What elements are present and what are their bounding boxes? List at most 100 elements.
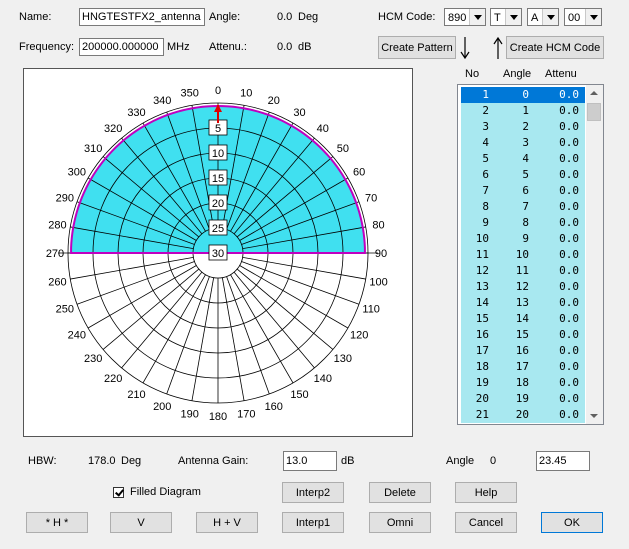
grid-spoke [233, 271, 315, 369]
list-scrollbar[interactable] [586, 85, 603, 424]
interp2-button[interactable]: Interp2 [282, 482, 344, 503]
filled-diagram-checkbox[interactable] [113, 487, 124, 498]
list-item[interactable]: 3 2 0.0 [461, 119, 585, 135]
attenuation-unit: dB [298, 41, 312, 53]
list-item-angle: 15 [515, 328, 529, 341]
list-item-no: 7 [482, 184, 489, 197]
list-item-angle: 20 [515, 408, 529, 421]
list-item-angle: 18 [515, 376, 529, 389]
list-item[interactable]: 17 16 0.0 [461, 343, 585, 359]
list-item[interactable]: 8 7 0.0 [461, 199, 585, 215]
angle-tick-label: 150 [290, 389, 308, 401]
ring-label-box [208, 244, 228, 261]
list-item[interactable]: 11 10 0.0 [461, 247, 585, 263]
list-item[interactable]: 14 13 0.0 [461, 295, 585, 311]
hcm-code-combo-3[interactable]: A [527, 8, 559, 26]
grid-spoke [226, 111, 270, 230]
create-pattern-button[interactable]: Create Pattern [378, 36, 456, 59]
list-item[interactable]: 4 3 0.0 [461, 135, 585, 151]
angle-tick-label: 0 [215, 85, 221, 97]
list-item[interactable]: 1 0 0.0 [461, 87, 585, 103]
list-item-angle: 10 [515, 248, 529, 261]
angle-tick-label: 340 [153, 95, 171, 107]
chevron-down-icon[interactable] [585, 9, 601, 25]
scroll-down-icon[interactable] [590, 414, 598, 418]
list-item-attenu: 0.0 [559, 248, 579, 261]
list-item[interactable]: 6 5 0.0 [461, 167, 585, 183]
list-header-attenu: Attenu [545, 68, 577, 80]
list-item[interactable]: 16 15 0.0 [461, 327, 585, 343]
ring-label-box [208, 169, 228, 186]
scroll-thumb[interactable] [587, 103, 601, 121]
angle-tick-label: 130 [334, 353, 352, 365]
list-item-attenu: 0.0 [559, 88, 579, 101]
list-item-attenu: 0.0 [559, 296, 579, 309]
chevron-down-icon[interactable] [542, 9, 558, 25]
angle-tick-label: 190 [181, 409, 199, 421]
cancel-button[interactable]: Cancel [455, 512, 517, 533]
list-item-attenu: 0.0 [559, 216, 579, 229]
list-item-angle: 3 [522, 136, 529, 149]
hbw-unit: Deg [121, 455, 142, 467]
list-item[interactable]: 19 18 0.0 [461, 375, 585, 391]
list-item-no: 19 [475, 376, 489, 389]
h-plus-v-button[interactable]: H + V [196, 512, 258, 533]
list-item[interactable]: 12 11 0.0 [461, 263, 585, 279]
grid-spoke [166, 111, 210, 230]
arrow-up-icon [493, 36, 503, 59]
antenna-gain-field[interactable]: 13.0 [283, 451, 337, 471]
scroll-up-icon[interactable] [590, 91, 598, 95]
grid-spoke [230, 274, 294, 384]
name-label: Name: [19, 11, 52, 23]
create-hcm-code-button[interactable]: Create HCM Code [506, 36, 604, 59]
angle-input[interactable]: 23.45 [536, 451, 590, 471]
omni-button[interactable]: Omni [369, 512, 431, 533]
hcm-code-combo-1[interactable]: 890 [444, 8, 486, 26]
h-button[interactable]: * H * [26, 512, 88, 533]
list-header-angle: Angle [503, 68, 532, 80]
angle-tick-label: 330 [127, 107, 145, 119]
list-item[interactable]: 20 19 0.0 [461, 391, 585, 407]
pattern-list[interactable]: 1 0 0.0 2 1 0.0 3 2 0.0 4 3 0.0 5 4 0.0 6 5 0.0 7 6 0.0 8 7 0.0… [457, 84, 604, 425]
chevron-down-icon[interactable] [505, 9, 521, 25]
interp1-button[interactable]: Interp1 [282, 512, 344, 533]
ok-button[interactable]: OK [541, 512, 603, 533]
angle-tick-label: 90 [375, 248, 387, 260]
grid-spoke [226, 276, 270, 395]
list-item-no: 5 [482, 152, 489, 165]
list-item[interactable]: 18 17 0.0 [461, 359, 585, 375]
angle-tick-label: 50 [337, 143, 349, 155]
angle-tick-label: 220 [104, 373, 122, 385]
list-item[interactable]: 21 20 0.0 [461, 407, 585, 423]
list-item[interactable]: 15 14 0.0 [461, 311, 585, 327]
list-item[interactable]: 2 1 0.0 [461, 103, 585, 119]
list-item-no: 13 [475, 280, 489, 293]
antenna-gain-unit: dB [341, 455, 355, 467]
list-item-angle: 17 [515, 360, 529, 373]
hbw-value: 178.0 [88, 455, 116, 467]
ring-label: 25 [212, 223, 224, 235]
hcm-code-combo-4[interactable]: 00 [564, 8, 602, 26]
name-field[interactable]: HNGTESTFX2_antenna [79, 8, 205, 26]
grid-spoke [236, 268, 334, 350]
list-item-no: 17 [475, 344, 489, 357]
list-item-no: 9 [482, 216, 489, 229]
help-button[interactable]: Help [455, 482, 517, 503]
list-item[interactable]: 9 8 0.0 [461, 215, 585, 231]
frequency-field[interactable]: 200000.000000 [79, 38, 164, 56]
list-item[interactable]: 13 12 0.0 [461, 279, 585, 295]
arrow-down-icon [460, 37, 470, 60]
hcm-code-combo-3-value: A [531, 12, 539, 24]
hcm-code-combo-2[interactable]: T [490, 8, 522, 26]
list-item[interactable]: 7 6 0.0 [461, 183, 585, 199]
list-item-attenu: 0.0 [559, 200, 579, 213]
list-item[interactable]: 5 4 0.0 [461, 151, 585, 167]
list-item-attenu: 0.0 [559, 392, 579, 405]
v-button[interactable]: V [110, 512, 172, 533]
delete-button[interactable]: Delete [369, 482, 431, 503]
list-item-no: 8 [482, 200, 489, 213]
chevron-down-icon[interactable] [469, 9, 485, 25]
ring-label-box [208, 219, 228, 236]
list-item[interactable]: 10 9 0.0 [461, 231, 585, 247]
